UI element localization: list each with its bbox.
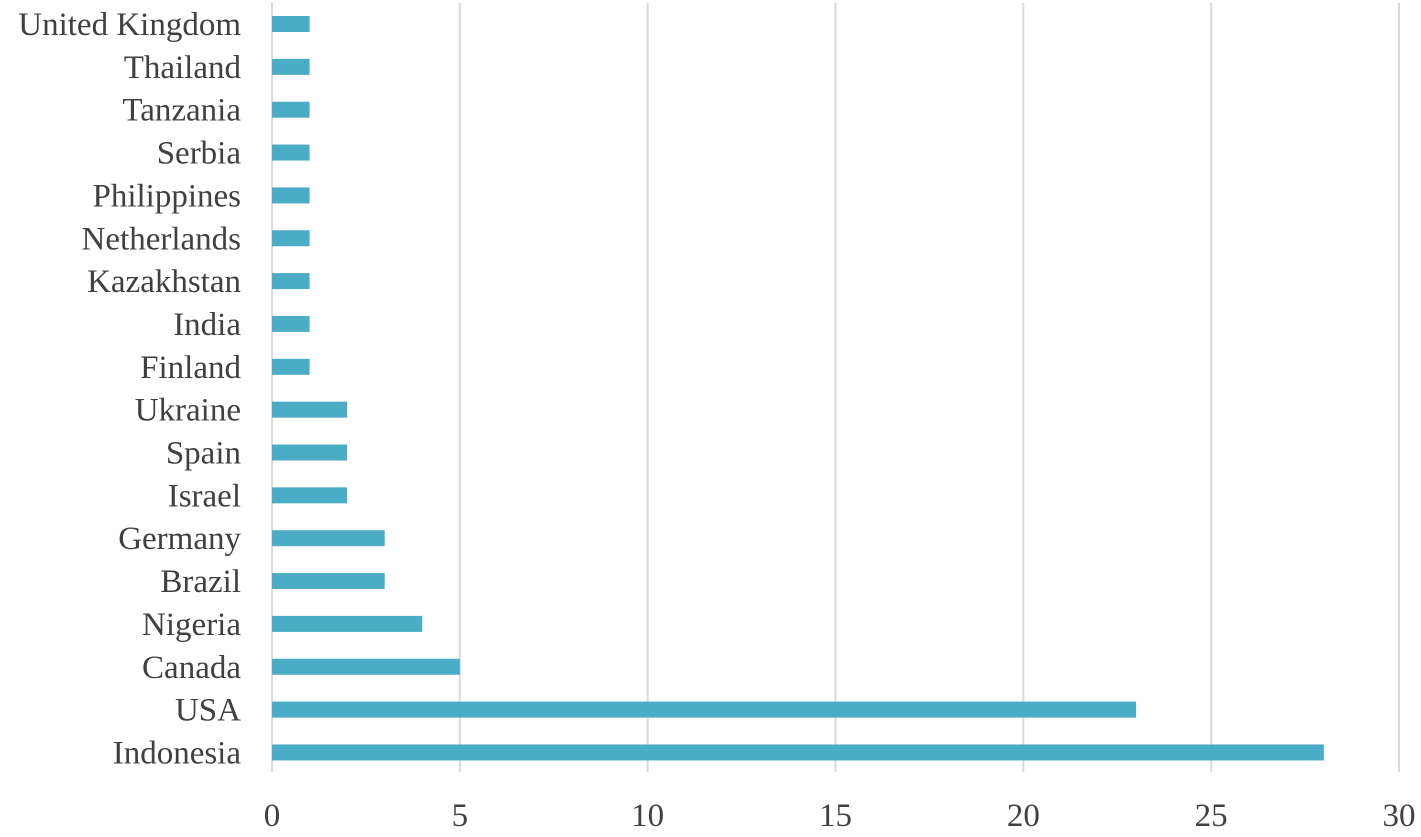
bar <box>272 230 310 247</box>
bar <box>272 658 460 675</box>
bar <box>272 487 348 504</box>
category-label: Philippines <box>92 178 241 214</box>
category-label: Spain <box>166 436 241 472</box>
bar <box>272 530 385 547</box>
bar <box>272 444 348 461</box>
bar <box>272 101 310 118</box>
bar <box>272 401 348 418</box>
category-label: USA <box>175 693 241 729</box>
x-tick-label: 15 <box>819 798 852 834</box>
bar <box>272 615 423 632</box>
category-label: India <box>173 307 241 343</box>
category-label: Thailand <box>124 50 242 86</box>
bar <box>272 58 310 75</box>
category-label: Ukraine <box>135 393 241 429</box>
category-label: Tanzania <box>122 93 241 129</box>
category-label: Serbia <box>157 136 242 172</box>
x-tick-label: 30 <box>1383 798 1416 834</box>
bar <box>272 358 310 375</box>
bar <box>272 187 310 204</box>
category-axis-labels: United Kingdom Thailand Tanzania Serbia Phil… <box>18 7 241 771</box>
bar <box>272 315 310 332</box>
category-label: Nigeria <box>142 607 241 643</box>
category-label: Kazakhstan <box>87 264 241 300</box>
category-label: Israel <box>168 478 241 514</box>
bar <box>272 701 1137 718</box>
category-label: Canada <box>142 650 241 686</box>
category-label: Netherlands <box>82 221 241 257</box>
category-label: Indonesia <box>113 735 242 771</box>
x-tick-label: 10 <box>631 798 664 834</box>
gridlines <box>271 3 1400 772</box>
bar <box>272 144 310 161</box>
x-tick-label: 20 <box>1007 798 1040 834</box>
bar <box>272 273 310 290</box>
category-label: United Kingdom <box>18 7 241 43</box>
category-label: Germany <box>118 521 241 557</box>
x-tick-label: 0 <box>264 798 281 834</box>
category-label: Finland <box>140 350 241 386</box>
value-axis-tick-labels: 0 5 10 15 20 25 30 <box>264 798 1416 834</box>
category-label: Brazil <box>160 564 241 600</box>
x-tick-label: 25 <box>1195 798 1228 834</box>
x-tick-label: 5 <box>452 798 469 834</box>
bars <box>272 16 1324 761</box>
bar <box>272 573 385 590</box>
bar <box>272 744 1324 761</box>
bar <box>272 16 310 32</box>
